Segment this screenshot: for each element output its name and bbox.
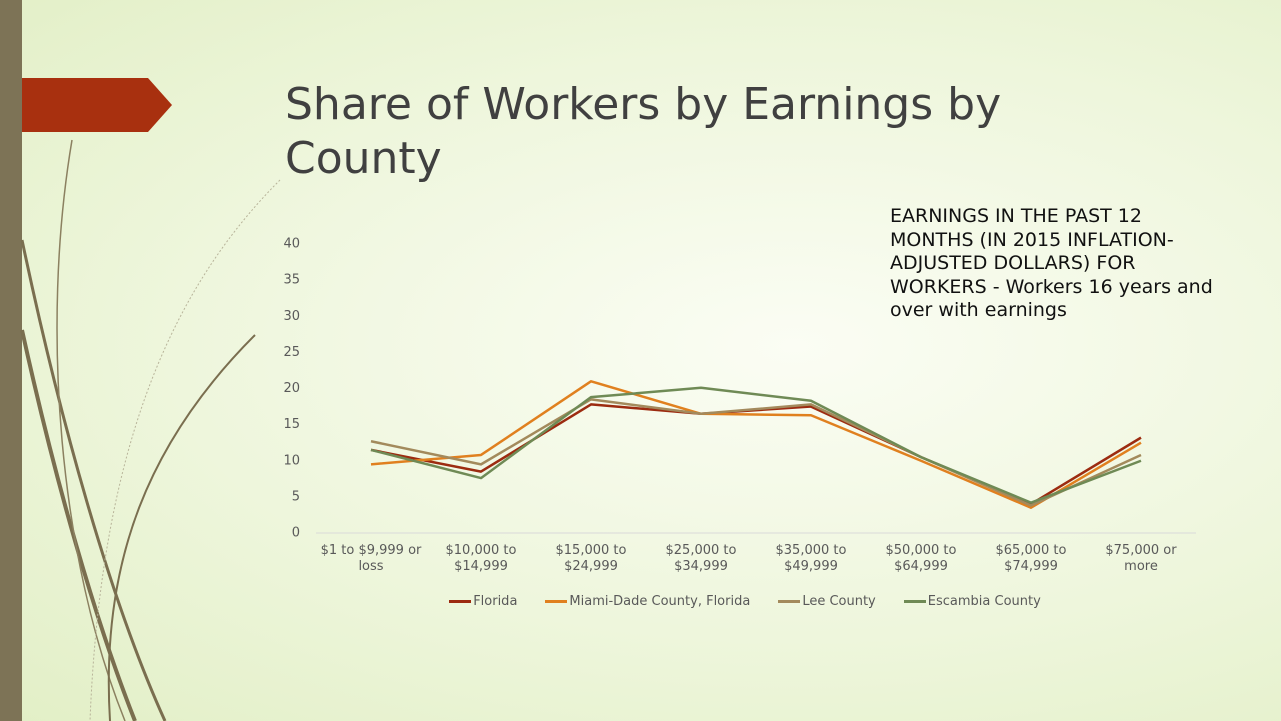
series-line — [371, 404, 1141, 504]
slide: Share of Workers by Earnings by County E… — [0, 0, 1281, 721]
y-tick-label: 30 — [283, 309, 300, 324]
y-tick-label: 5 — [292, 489, 300, 504]
y-tick-label: 25 — [283, 345, 300, 360]
x-tick-label: $50,000 to $64,999 — [869, 543, 973, 575]
x-tick-label: $1 to $9,999 or loss — [319, 543, 423, 575]
y-tick-label: 35 — [283, 273, 300, 288]
legend-label: Miami-Dade County, Florida — [569, 594, 750, 609]
legend-swatch — [778, 600, 800, 603]
x-tick-label: $35,000 to $49,999 — [759, 543, 863, 575]
legend-item: Escambia County — [904, 594, 1041, 609]
x-tick-label: $75,000 or more — [1089, 543, 1193, 575]
legend-label: Escambia County — [928, 594, 1041, 609]
legend-label: Florida — [473, 594, 517, 609]
y-tick-label: 40 — [283, 237, 300, 252]
legend-item: Miami-Dade County, Florida — [545, 594, 750, 609]
series-line — [371, 388, 1141, 503]
chart: 0 5 10 15 20 25 30 35 40 — [0, 0, 1281, 721]
legend-item: Florida — [449, 594, 517, 609]
legend-swatch — [904, 600, 926, 603]
legend: Florida Miami-Dade County, Florida Lee Cou… — [0, 594, 1281, 609]
y-tick-label: 10 — [283, 453, 300, 468]
x-tick-label: $25,000 to $34,999 — [649, 543, 753, 575]
x-tick-label: $15,000 to $24,999 — [539, 543, 643, 575]
legend-item: Lee County — [778, 594, 875, 609]
legend-swatch — [545, 600, 567, 603]
x-tick-label: $65,000 to $74,999 — [979, 543, 1083, 575]
legend-swatch — [449, 600, 471, 603]
y-tick-label: 15 — [283, 417, 300, 432]
legend-label: Lee County — [802, 594, 875, 609]
x-tick-label: $10,000 to $14,999 — [429, 543, 533, 575]
y-tick-label: 20 — [283, 381, 300, 396]
series-line — [371, 381, 1141, 507]
y-tick-label: 0 — [292, 526, 300, 541]
